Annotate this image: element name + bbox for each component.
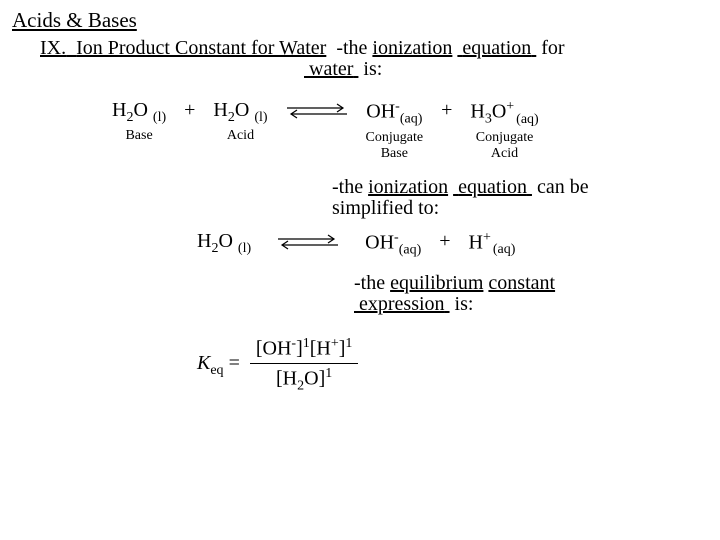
species-h2o-base: H2O (l) Base [112,99,166,144]
blank-water: water [304,58,358,80]
line1-post: for [541,37,564,59]
equilibrium-arrow-icon [283,99,351,141]
equation-1: H2O (l) Base + H2O (l) Acid OH-(aq) Conj… [112,99,708,162]
section-number: IX. Ion Product Constant for Water [40,37,326,59]
species-oh: OH-(aq) ConjugateBase [366,99,424,162]
line4b: expression is: [354,293,708,316]
species-oh-2: OH-(aq) [365,230,421,259]
line3b: simplified to: [332,197,708,220]
keq-expression: Keq = [OH-]1[H+]1 [H2O]1 [197,336,708,394]
blank-expression: expression [354,293,450,315]
line1-pre: -the [331,37,372,59]
label-acid: Acid [213,128,267,144]
label-base: Base [112,128,166,144]
blank-equation-2: equation [453,176,532,198]
line3: -the ionization equation can be [332,176,708,199]
species-h2o-2: H2O (l) [197,230,251,257]
keq-symbol: Keq = [197,352,240,379]
blank-ionization-2: ionization [368,176,448,198]
keq-numerator: [OH-]1[H+]1 [250,336,359,364]
equilibrium-arrow-icon-2 [274,230,342,254]
species-h3o: H3O+(aq) ConjugateAcid [470,99,538,162]
plus-1: + [179,99,200,140]
blank-equilibrium: equilibrium [390,272,483,294]
plus-2: + [436,99,457,140]
line4: -the equilibrium constant [354,272,708,295]
label-conj-base: ConjugateBase [366,130,424,162]
blank-constant: constant [488,272,555,294]
line2-post: is: [358,58,382,80]
section-line: IX. Ion Product Constant for Water -the … [40,37,708,60]
blank-ionization: ionization [372,37,452,59]
page-title: Acids & Bases [12,8,708,33]
species-h2o-acid: H2O (l) Acid [213,99,267,144]
line2: water is: [304,58,708,81]
keq-denominator: [H2O]1 [250,364,359,395]
blank-equation: equation [457,37,536,59]
equation-2: H2O (l) OH-(aq) + H+(aq) [197,230,708,259]
label-conj-acid: ConjugateAcid [470,130,538,162]
species-h-plus: H+(aq) [469,230,516,259]
keq-fraction: [OH-]1[H+]1 [H2O]1 [250,336,359,394]
plus-3: + [434,230,455,253]
